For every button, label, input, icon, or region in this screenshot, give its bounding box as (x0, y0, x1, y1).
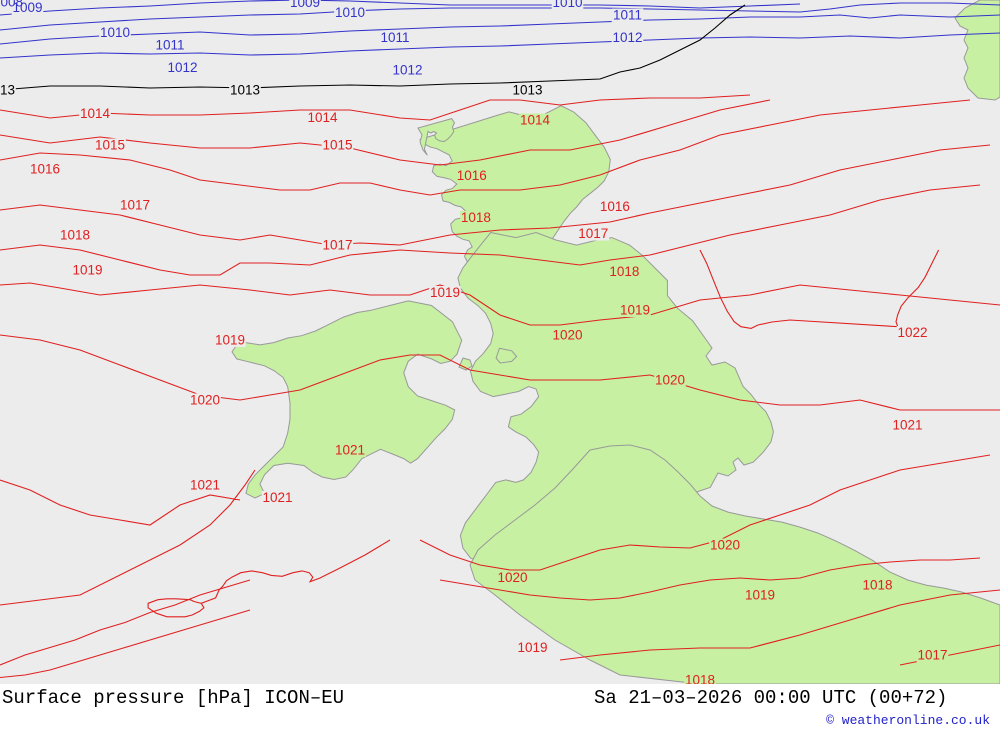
svg-text:1017: 1017 (578, 226, 608, 241)
svg-text:1021: 1021 (190, 478, 220, 493)
svg-text:1019: 1019 (620, 303, 650, 318)
svg-text:1010: 1010 (100, 25, 130, 40)
svg-text:1021: 1021 (335, 443, 365, 458)
svg-text:1014: 1014 (80, 106, 111, 121)
svg-text:1018: 1018 (609, 264, 639, 279)
svg-text:1017: 1017 (120, 198, 150, 213)
svg-text:1020: 1020 (497, 570, 527, 585)
svg-text:1018: 1018 (862, 578, 892, 593)
svg-text:1019: 1019 (517, 640, 547, 655)
svg-text:1009: 1009 (290, 0, 320, 10)
svg-text:1009: 1009 (12, 0, 42, 15)
svg-text:1016: 1016 (600, 199, 630, 214)
svg-text:1016: 1016 (457, 168, 487, 183)
svg-text:1015: 1015 (95, 138, 125, 153)
svg-text:1017: 1017 (322, 238, 352, 253)
svg-text:1021: 1021 (892, 418, 922, 433)
svg-text:1019: 1019 (745, 588, 775, 603)
svg-text:1012: 1012 (167, 60, 197, 75)
svg-text:1011: 1011 (155, 38, 184, 53)
svg-text:1018: 1018 (685, 673, 715, 685)
svg-text:1018: 1018 (60, 228, 90, 243)
svg-text:1020: 1020 (190, 393, 220, 408)
svg-text:1011: 1011 (380, 30, 409, 45)
svg-text:1019: 1019 (430, 285, 460, 300)
svg-text:1016: 1016 (30, 162, 60, 177)
svg-text:1021: 1021 (262, 490, 292, 505)
svg-text:1017: 1017 (917, 648, 947, 663)
svg-text:1015: 1015 (322, 138, 352, 153)
svg-text:1020: 1020 (655, 373, 685, 388)
svg-text:1013: 1013 (230, 83, 260, 98)
svg-text:1020: 1020 (710, 538, 740, 553)
svg-text:1010: 1010 (552, 0, 582, 10)
svg-text:1022: 1022 (897, 325, 927, 340)
svg-text:1013: 1013 (0, 83, 15, 98)
svg-text:1012: 1012 (612, 30, 642, 45)
svg-text:1014: 1014 (520, 113, 551, 128)
svg-text:1014: 1014 (307, 110, 338, 125)
svg-text:1010: 1010 (335, 5, 365, 20)
svg-text:1020: 1020 (552, 328, 582, 343)
svg-text:1011: 1011 (613, 8, 642, 23)
svg-text:1013: 1013 (512, 83, 542, 98)
svg-text:1018: 1018 (461, 210, 491, 225)
svg-text:1019: 1019 (72, 263, 102, 278)
svg-text:1012: 1012 (392, 63, 422, 78)
svg-text:1019: 1019 (215, 333, 245, 348)
